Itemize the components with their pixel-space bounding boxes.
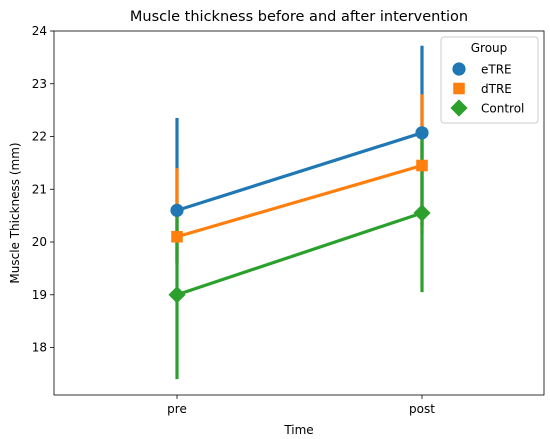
legend: Group eTRE dTRE Control	[440, 36, 539, 124]
y-tick-label: 23	[32, 77, 47, 91]
y-tick-label: 24	[32, 24, 47, 38]
axis-ticks: 18 19 20 21 22 23 24 pre post	[32, 24, 436, 416]
legend-label: dTRE	[481, 82, 512, 96]
y-axis-label: Muscle Thickness (mm)	[8, 142, 22, 283]
legend-label: eTRE	[481, 63, 512, 77]
error-bars	[175, 45, 424, 380]
y-tick-label: 19	[32, 288, 47, 302]
series-line-etre	[176, 131, 423, 212]
data-point-control	[168, 286, 186, 304]
y-tick-label: 22	[32, 130, 47, 144]
legend-marker-dtre	[453, 82, 465, 95]
series-markers	[168, 126, 431, 304]
data-point-dtre	[171, 230, 183, 243]
data-point-etre	[415, 126, 429, 140]
y-tick-label: 20	[32, 235, 47, 249]
legend-frame	[440, 36, 539, 124]
plot-frame	[53, 30, 545, 396]
series-lines	[176, 131, 423, 297]
x-tick-label: post	[409, 402, 435, 416]
chart-title: Muscle thickness before and after interv…	[130, 9, 468, 25]
data-point-dtre	[416, 159, 428, 172]
data-point-control	[413, 204, 431, 222]
data-point-etre	[170, 203, 184, 217]
legend-title: Group	[471, 41, 508, 55]
legend-items: eTRE dTRE Control	[450, 62, 524, 117]
legend-marker-control	[450, 99, 468, 117]
legend-marker-etre	[452, 62, 466, 76]
x-axis-label: Time	[283, 423, 313, 437]
legend-label: Control	[481, 102, 524, 116]
x-tick-label: pre	[167, 402, 187, 416]
series-line-control	[176, 211, 423, 297]
y-tick-label: 21	[32, 182, 47, 196]
series-line-dtre	[176, 163, 423, 239]
y-tick-label: 18	[32, 341, 47, 355]
